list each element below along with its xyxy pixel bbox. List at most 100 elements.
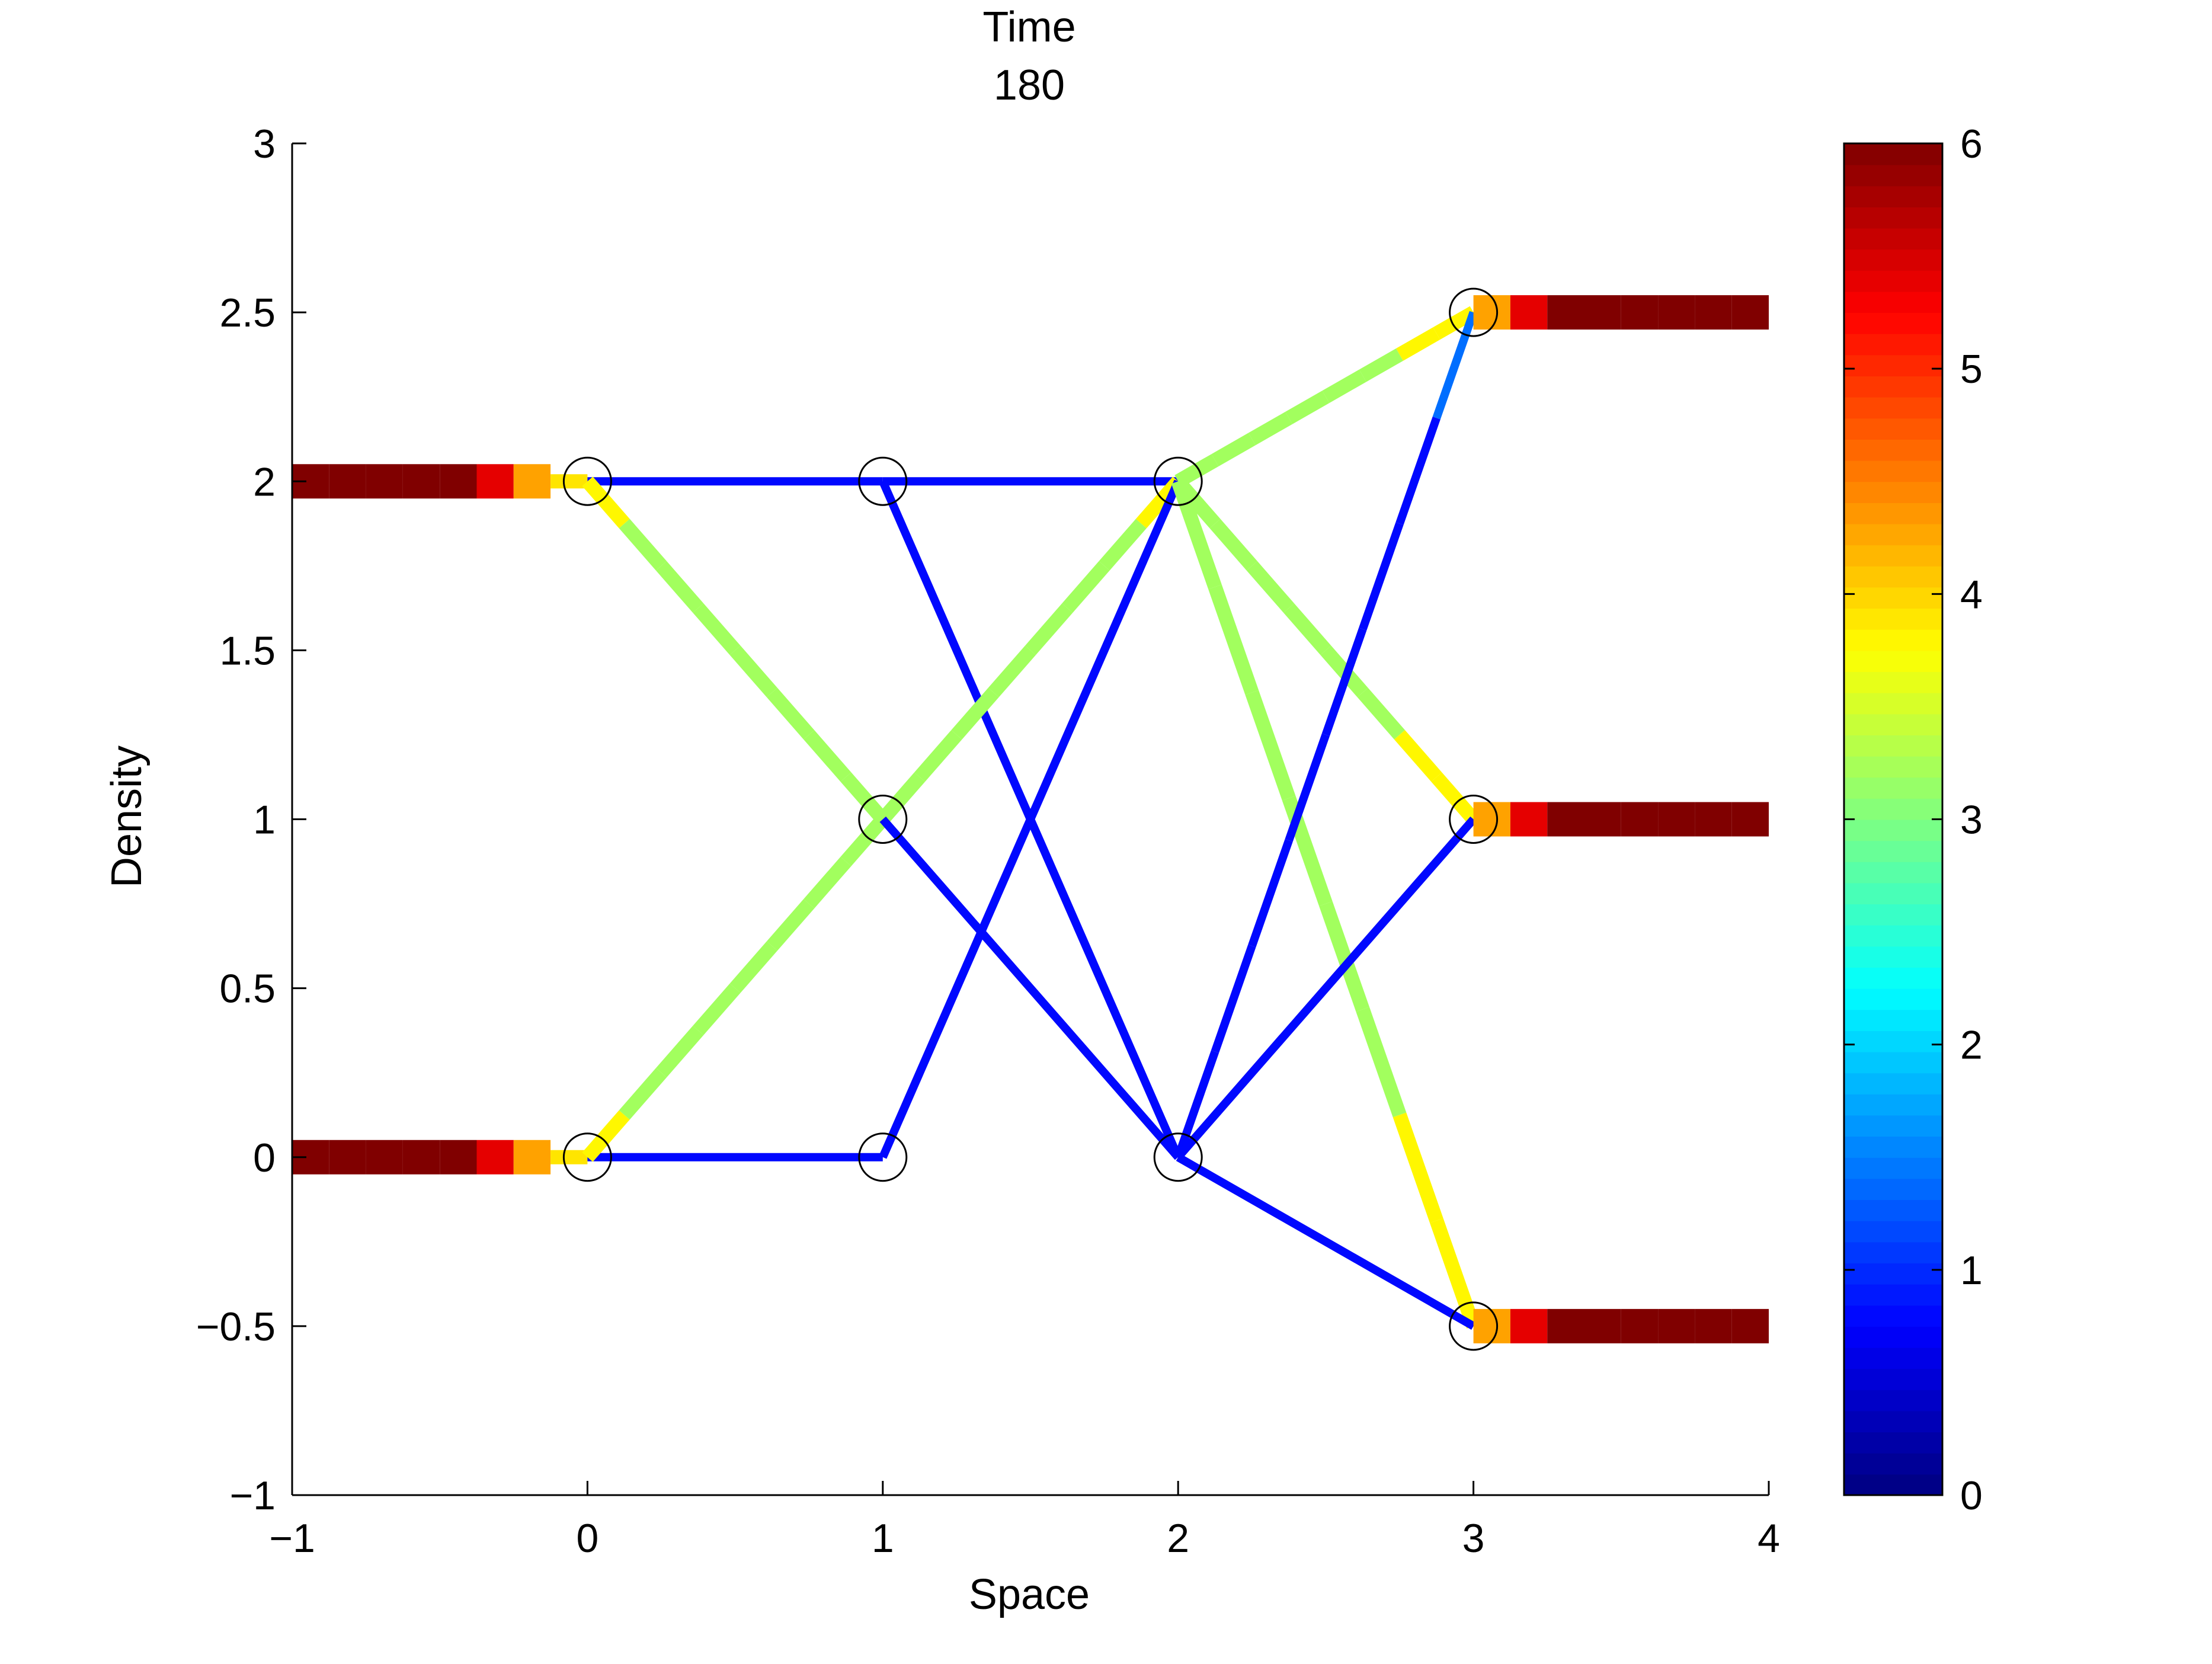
edge-segment — [582, 1110, 630, 1162]
colorbar-swatch — [1844, 164, 1942, 187]
junction-node — [562, 1132, 612, 1182]
edge-segment — [1319, 901, 1370, 1012]
edge-segment — [1432, 311, 1478, 420]
edge-segment — [1285, 391, 1330, 424]
x-tick-label: 4 — [1758, 1516, 1780, 1561]
colorbar-swatch — [1844, 713, 1942, 735]
edge-segment — [1431, 772, 1479, 824]
network-nodes — [562, 287, 1499, 1351]
colorbar-swatch — [1844, 1389, 1942, 1412]
edge-segment — [1322, 369, 1366, 404]
colorbar-swatch — [1844, 1262, 1942, 1285]
x-tick-label: 3 — [1462, 1516, 1485, 1561]
colorbar-tick-label: 4 — [1960, 572, 1983, 617]
y-tick-label: 3 — [253, 121, 276, 167]
colorbar-swatch — [1844, 1157, 1942, 1179]
colorbar-swatch — [1844, 312, 1942, 334]
colorbar-swatch — [1844, 1452, 1942, 1475]
colorbar-swatch — [1844, 228, 1942, 250]
edge-segment — [1174, 816, 1477, 1160]
colorbar-swatch — [1844, 545, 1942, 567]
edge-segment — [693, 983, 741, 1035]
colorbar-swatch — [1844, 291, 1942, 313]
edge — [1171, 479, 1480, 1329]
edge — [877, 476, 1184, 824]
colorbar-swatch — [1844, 629, 1942, 651]
colorbar-swatch — [1844, 756, 1942, 778]
colorbar-swatch — [1844, 840, 1942, 862]
junction-node — [1449, 795, 1499, 844]
colorbar-swatch — [1844, 650, 1942, 673]
edge-segment — [1394, 730, 1442, 782]
colorbar-swatch — [1844, 1432, 1942, 1454]
colorbar: 0 1 2 3 4 5 6 — [1843, 121, 1983, 1518]
edge-segment — [1357, 687, 1406, 740]
colorbar-tick-label: 1 — [1960, 1248, 1983, 1293]
colorbar-swatch — [1844, 1474, 1942, 1496]
edge-segment — [879, 816, 1182, 1160]
edge — [1176, 1153, 1476, 1330]
junction-node — [858, 456, 908, 506]
edge-segment — [655, 1026, 704, 1078]
edge-segment — [1285, 733, 1330, 842]
y-tick-label: 1.5 — [219, 628, 276, 673]
colorbar-swatch — [1844, 418, 1942, 440]
colorbar-swatch — [1844, 777, 1942, 799]
colorbar-swatch — [1844, 924, 1942, 947]
colorbar-tick-label: 2 — [1960, 1023, 1983, 1068]
colorbar-swatch — [1844, 1030, 1942, 1052]
edge-segment — [1429, 1218, 1480, 1329]
colorbar-swatch — [1844, 523, 1942, 546]
colorbar-swatch — [1844, 904, 1942, 926]
edge-segment — [693, 603, 741, 655]
edge-segment — [1321, 628, 1367, 737]
junction-node — [858, 1132, 908, 1182]
edge-segment — [1176, 1153, 1476, 1330]
edge-segment — [1171, 479, 1222, 590]
edge-segment — [1211, 433, 1256, 467]
edge-segment — [914, 730, 962, 782]
edge-segment — [1433, 306, 1477, 340]
colorbar-swatch — [1844, 1093, 1942, 1116]
axes: −1 0 1 2 3 4 −1 −0.5 0 0.5 1 1.5 2 2.5 3 — [196, 121, 1780, 1561]
network-edges — [292, 295, 1769, 1343]
colorbar-swatch — [1844, 143, 1942, 165]
colorbar-swatch — [1844, 1115, 1942, 1137]
colorbar-swatch — [1844, 1178, 1942, 1201]
colorbar-swatch — [1844, 460, 1942, 482]
colorbar-swatch — [1844, 861, 1942, 884]
colorbar-swatch — [1844, 1199, 1942, 1221]
junction-node — [1449, 287, 1499, 337]
colorbar-swatch — [1844, 206, 1942, 229]
colorbar-tick-label: 3 — [1960, 798, 1983, 843]
colorbar-swatch — [1844, 734, 1942, 757]
colorbar-swatch — [1844, 587, 1942, 609]
y-tick-label: 1 — [253, 798, 276, 843]
edge-segment — [1359, 348, 1403, 382]
colorbar-tick-label: 6 — [1960, 121, 1983, 167]
x-tick-label: −1 — [269, 1516, 315, 1561]
colorbar-swatch — [1844, 502, 1942, 524]
colorbar-swatch — [1844, 692, 1942, 715]
edge-segment — [1283, 603, 1331, 655]
edge-segment — [1208, 584, 1259, 695]
colorbar-swatch — [1844, 270, 1942, 292]
junction-node — [858, 795, 908, 844]
edge-segment — [1392, 1112, 1443, 1223]
colorbar-swatch — [1844, 819, 1942, 841]
colorbar-swatch — [1844, 333, 1942, 356]
colorbar-swatch — [1844, 396, 1942, 419]
edge — [582, 814, 888, 1162]
y-tick-label: 0 — [253, 1135, 276, 1180]
y-axis-label: Density — [103, 745, 151, 888]
edge-segment — [1396, 327, 1440, 361]
junction-node — [562, 456, 612, 506]
colorbar-swatch — [1844, 565, 1942, 588]
edge-segment — [582, 476, 630, 529]
edge-segment — [1248, 839, 1293, 948]
colorbar-swatch — [1844, 1241, 1942, 1263]
edge — [1174, 816, 1477, 1160]
edge-segment — [1211, 945, 1256, 1053]
edge-segment — [619, 1068, 667, 1120]
